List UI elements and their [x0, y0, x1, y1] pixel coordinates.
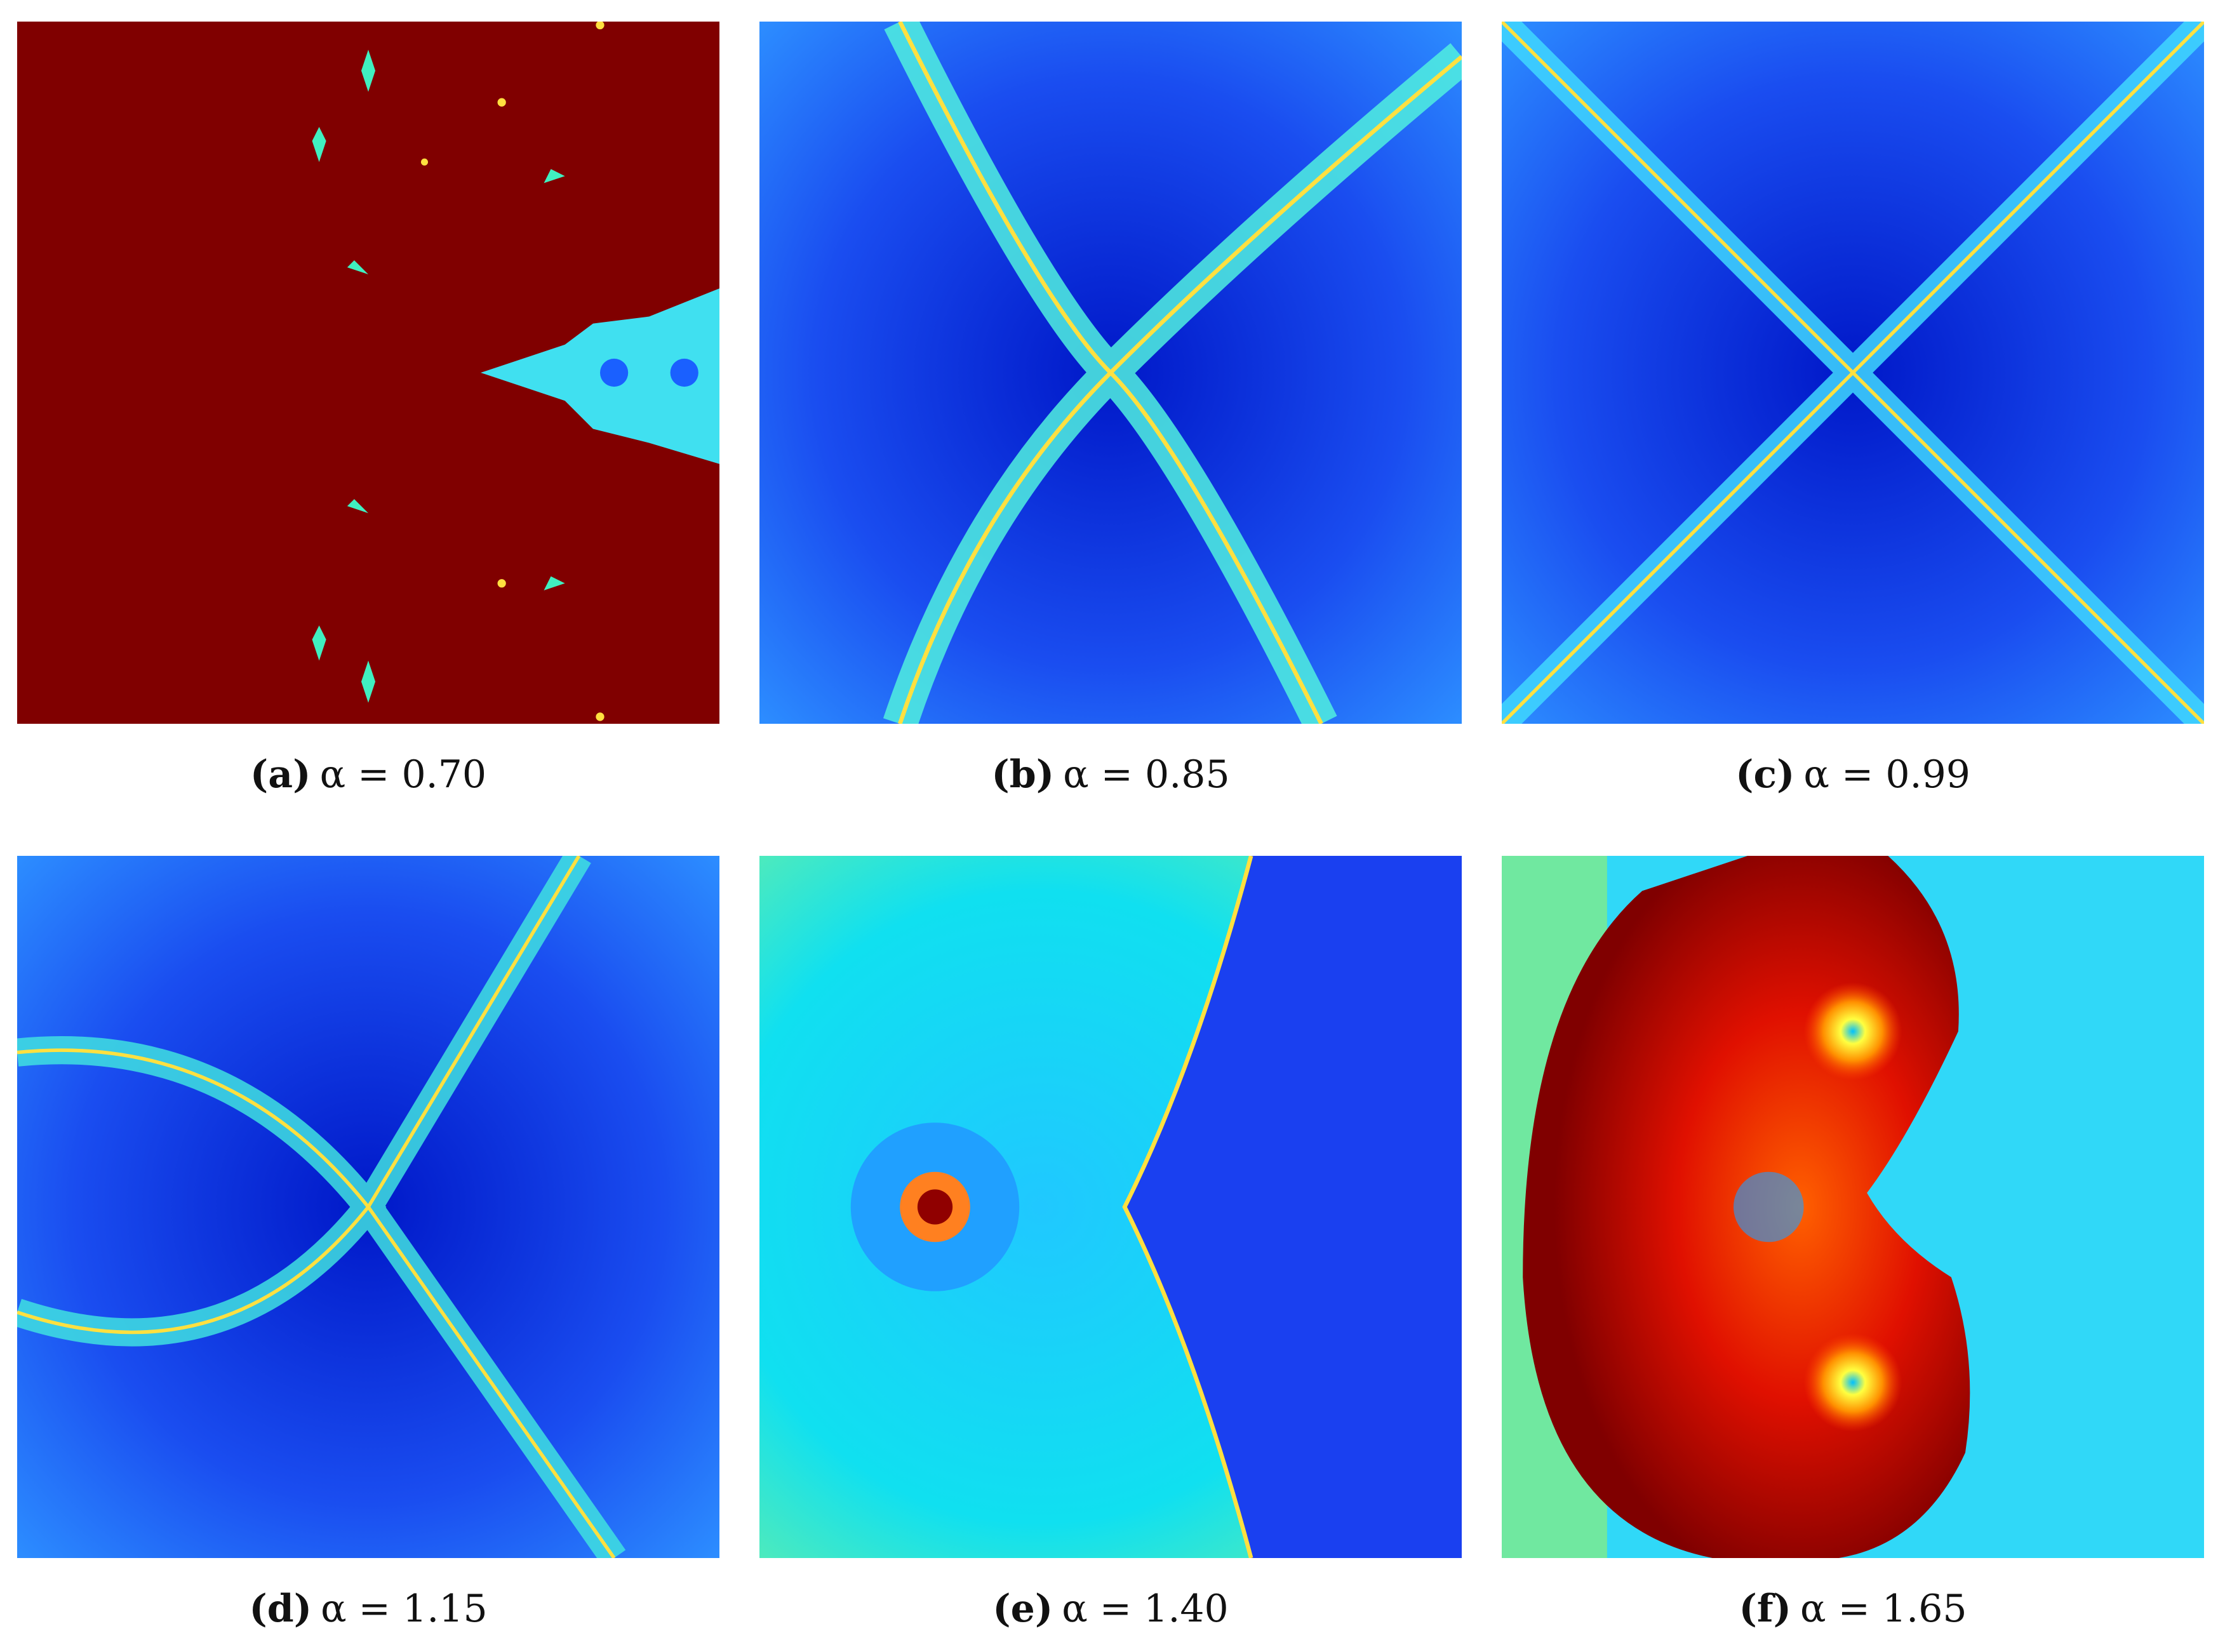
caption-tag: (c) [1735, 752, 1795, 797]
caption: (e) α = 1.40 [759, 1587, 1462, 1631]
panel-image [1502, 856, 2204, 1558]
caption-equation: α = 1.40 [1062, 1587, 1229, 1631]
caption-equation: α = 0.70 [319, 752, 487, 797]
caption: (a) α = 0.70 [17, 752, 719, 797]
caption-equation: α = 1.65 [1800, 1587, 1967, 1631]
caption-tag: (d) [249, 1587, 312, 1631]
panel-image [17, 856, 719, 1558]
caption-tag: (b) [991, 752, 1055, 797]
panel-image [759, 856, 1462, 1558]
caption: (d) α = 1.15 [17, 1587, 719, 1631]
panel-image [759, 22, 1462, 724]
caption-equation: α = 1.15 [321, 1587, 488, 1631]
caption-equation: α = 0.85 [1063, 752, 1230, 797]
caption-tag: (f) [1739, 1587, 1792, 1631]
caption-equation: α = 0.99 [1803, 752, 1970, 797]
caption-tag: (e) [992, 1587, 1053, 1631]
caption: (f) α = 1.65 [1502, 1587, 2204, 1631]
panel-image [1502, 22, 2204, 724]
caption: (c) α = 0.99 [1502, 752, 2204, 797]
caption-tag: (a) [250, 752, 311, 797]
panel-image [17, 22, 719, 724]
caption: (b) α = 0.85 [759, 752, 1462, 797]
